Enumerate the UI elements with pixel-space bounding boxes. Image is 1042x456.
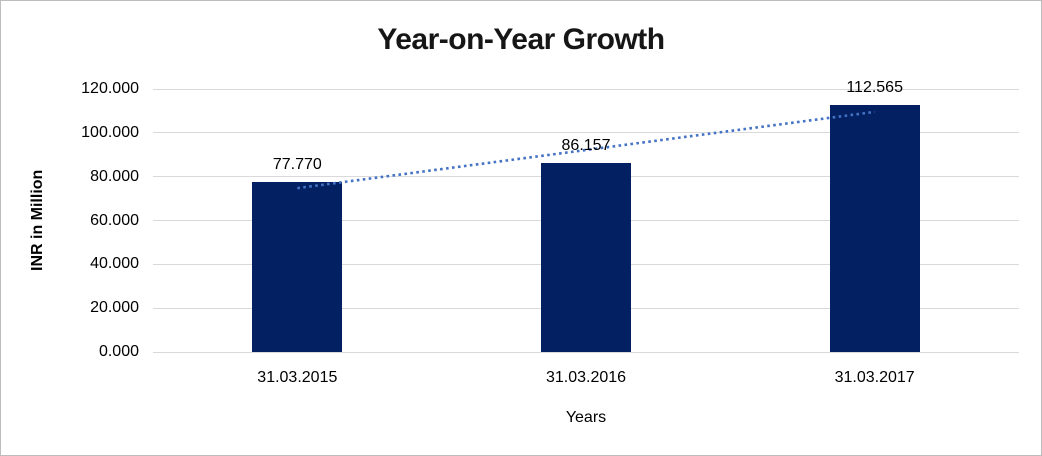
- bar-data-label: 77.770: [272, 155, 322, 173]
- y-tick-label: 20.000: [90, 299, 139, 317]
- y-tick-label: 120.000: [81, 80, 139, 97]
- x-tick-label: 31.03.2015: [257, 369, 338, 386]
- bar: [252, 181, 343, 352]
- bar-data-label: 112.565: [846, 79, 903, 97]
- x-tick-label: 31.03.2016: [545, 369, 627, 386]
- y-tick-label: 100.000: [81, 123, 139, 141]
- x-axis-title: Years: [565, 409, 607, 426]
- y-tick-label: 60.000: [90, 211, 139, 229]
- y-tick-label: 80.000: [90, 167, 139, 185]
- y-tick-label: 40.000: [90, 255, 139, 273]
- bar-data-label: 86.157: [561, 137, 611, 155]
- gridline: [153, 88, 1019, 90]
- trendline: [297, 110, 875, 190]
- chart-title: Year-on-Year Growth: [377, 23, 665, 56]
- plot-area: 77.770 86.157 112.565: [153, 79, 1019, 353]
- bar: [541, 163, 631, 352]
- gridline: [153, 132, 1019, 134]
- y-axis-tick-labels: 0.000 20.000 40.000 60.000 80.000 100.000 120.…: [1, 80, 145, 360]
- gridline: [153, 351, 1019, 353]
- x-tick-label: 31.03.2017: [834, 369, 915, 386]
- y-tick-label: 0.000: [98, 343, 139, 360]
- bar: [829, 105, 920, 352]
